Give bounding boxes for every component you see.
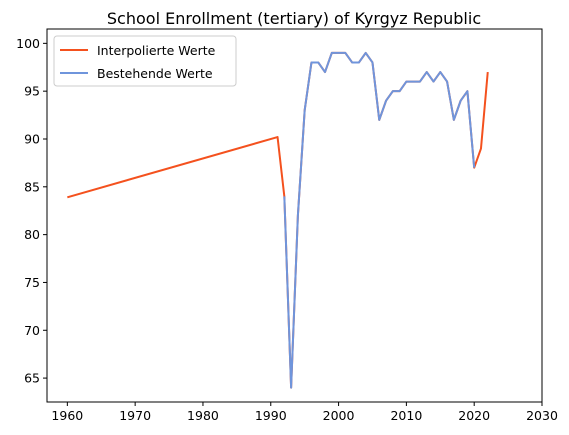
series-layer: [67, 51, 489, 389]
x-tick-label: 2000: [323, 408, 355, 423]
x-tick-label: 1980: [187, 408, 219, 423]
legend-label-interpolated: Interpolierte Werte: [97, 43, 216, 58]
y-tick-label: 70: [24, 323, 40, 338]
x-tick-label: 2010: [390, 408, 422, 423]
legend: Interpolierte Werte Bestehende Werte: [53, 35, 237, 87]
y-tick-label: 75: [24, 275, 40, 290]
series-line-existing: [283, 51, 476, 389]
x-tick-label: 1970: [119, 408, 151, 423]
x-tick-label: 1990: [255, 408, 287, 423]
y-tick-label: 85: [24, 179, 40, 194]
y-tick-label: 95: [24, 84, 40, 99]
chart-title: School Enrollment (tertiary) of Kyrgyz R…: [107, 9, 481, 28]
y-tick-label: 65: [24, 371, 40, 386]
x-tick-label: 2020: [458, 408, 490, 423]
legend-frame: [53, 35, 237, 87]
y-tick-label: 80: [24, 227, 40, 242]
x-axis: 1960 1970 1980 1990 2000 2010 2020 2030: [51, 402, 558, 423]
y-tick-label: 90: [24, 131, 40, 146]
plot-frame: [46, 28, 543, 403]
legend-label-existing: Bestehende Werte: [97, 66, 213, 81]
x-tick-label: 1960: [51, 408, 83, 423]
x-tick-label: 2030: [526, 408, 558, 423]
series-line-interpolated: [67, 51, 489, 389]
y-tick-label: 100: [16, 36, 40, 51]
y-axis: 65 70 75 80 85 90 95 100: [16, 36, 47, 386]
